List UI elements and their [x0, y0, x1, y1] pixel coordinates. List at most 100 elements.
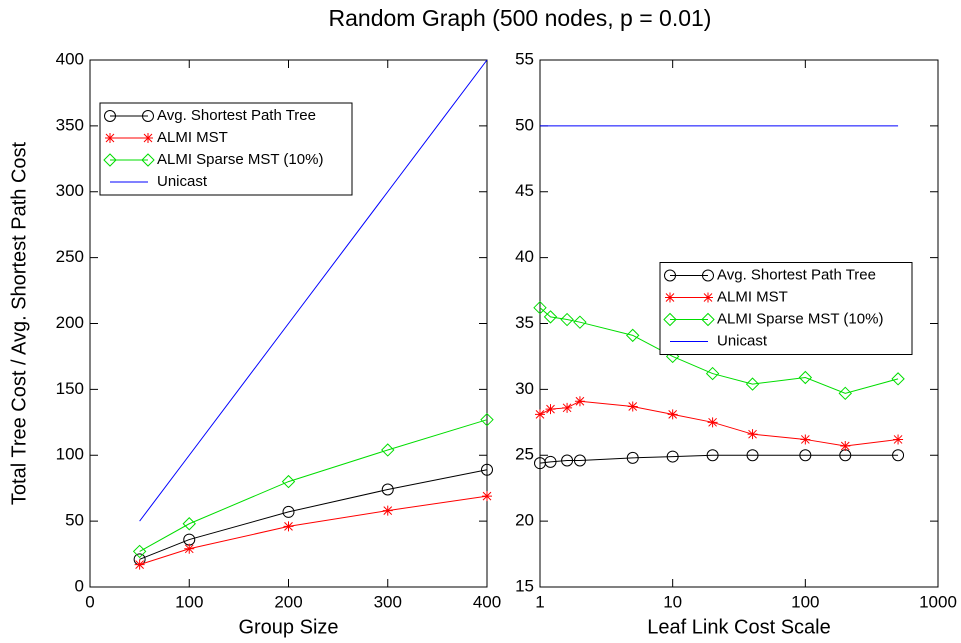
marker	[182, 517, 196, 531]
marker	[543, 310, 558, 324]
marker	[706, 449, 719, 462]
legend-box	[659, 262, 913, 355]
marker	[481, 463, 493, 476]
marker	[560, 312, 574, 327]
marker	[664, 269, 676, 282]
marker	[573, 454, 586, 467]
x-tick-label: 200	[274, 592, 302, 611]
legend-label: Unicast	[717, 332, 768, 349]
y-tick-label: 400	[56, 49, 84, 68]
marker	[663, 312, 677, 327]
marker	[105, 133, 115, 143]
y-tick-label: 30	[515, 379, 534, 398]
marker	[893, 434, 904, 445]
marker	[705, 366, 720, 381]
x-tick-label: 100	[791, 592, 819, 611]
marker	[482, 491, 492, 502]
marker	[665, 292, 675, 303]
marker	[891, 372, 905, 386]
y-tick-label: 300	[56, 181, 84, 200]
marker	[800, 434, 811, 445]
marker	[702, 269, 714, 282]
y-tick-label: 200	[56, 313, 84, 332]
marker	[798, 370, 813, 385]
marker	[132, 544, 147, 559]
marker	[746, 449, 759, 462]
marker	[561, 454, 574, 467]
marker	[573, 315, 587, 329]
legend-label: ALMI MST	[717, 288, 788, 305]
legend-label: ALMI Sparse MST (10%)	[717, 310, 883, 327]
marker	[799, 449, 812, 462]
y-tick-label: 15	[515, 576, 534, 595]
y-tick-label: 100	[56, 445, 84, 464]
marker	[103, 153, 117, 167]
marker	[134, 559, 145, 570]
marker	[703, 292, 713, 303]
marker	[142, 110, 154, 122]
y-tick-label: 250	[56, 247, 84, 266]
y-tick-label: 45	[515, 181, 534, 200]
marker	[282, 505, 295, 518]
marker	[626, 328, 640, 343]
y-tick-label: 25	[515, 445, 534, 464]
x-tick-label: 10	[663, 592, 682, 611]
marker	[627, 401, 638, 412]
y-tick-label: 55	[515, 49, 534, 68]
marker	[838, 386, 852, 401]
y-tick-label: 150	[56, 379, 84, 398]
marker	[892, 449, 905, 462]
marker	[104, 110, 116, 122]
marker	[382, 505, 393, 516]
y-tick-label: 350	[56, 115, 84, 134]
marker	[143, 133, 153, 143]
series-line	[139, 469, 488, 560]
x-tick-label: 400	[473, 592, 501, 611]
marker	[745, 377, 760, 391]
marker	[701, 312, 715, 327]
x-tick-label: 1	[535, 592, 544, 611]
marker	[666, 450, 679, 463]
marker	[535, 409, 545, 420]
marker	[184, 543, 195, 554]
series-line	[139, 419, 488, 552]
y-tick-label: 40	[515, 247, 534, 266]
x-tick-label: 1000	[919, 592, 957, 611]
marker	[480, 412, 494, 427]
y-tick-label: 35	[515, 313, 534, 332]
marker	[707, 417, 718, 428]
figure-title: Random Graph (500 nodes, p = 0.01)	[329, 5, 712, 31]
series-line	[539, 400, 899, 447]
marker	[381, 483, 394, 496]
marker	[562, 402, 573, 413]
marker	[141, 153, 155, 167]
legend-label: ALMI Sparse MST (10%)	[157, 151, 323, 168]
y-tick-label: 50	[515, 115, 534, 134]
y-tick-label: 50	[65, 511, 84, 530]
y-tick-label: 0	[75, 576, 84, 595]
marker	[545, 404, 556, 415]
y-tick-label: 20	[515, 511, 534, 530]
marker	[283, 521, 294, 532]
legend-label: Avg. Shortest Path Tree	[157, 107, 316, 124]
legend-label: ALMI MST	[157, 129, 228, 146]
marker	[533, 300, 547, 315]
marker	[544, 455, 557, 468]
series-line	[539, 454, 899, 464]
series-line	[139, 59, 488, 522]
marker	[381, 443, 395, 457]
x-tick-label: 300	[374, 592, 402, 611]
marker	[626, 451, 639, 464]
marker	[667, 409, 678, 420]
legend-label: Unicast	[157, 173, 208, 190]
x-tick-label: 100	[175, 592, 203, 611]
marker	[281, 474, 296, 489]
legend-box	[99, 102, 353, 196]
y-axis-label: Total Tree Cost / Avg. Shortest Path Cos…	[8, 141, 30, 505]
legend-label: Avg. Shortest Path Tree	[717, 266, 876, 283]
marker	[747, 429, 758, 440]
marker	[574, 396, 585, 407]
x-tick-label: 0	[85, 592, 94, 611]
marker	[840, 441, 851, 452]
